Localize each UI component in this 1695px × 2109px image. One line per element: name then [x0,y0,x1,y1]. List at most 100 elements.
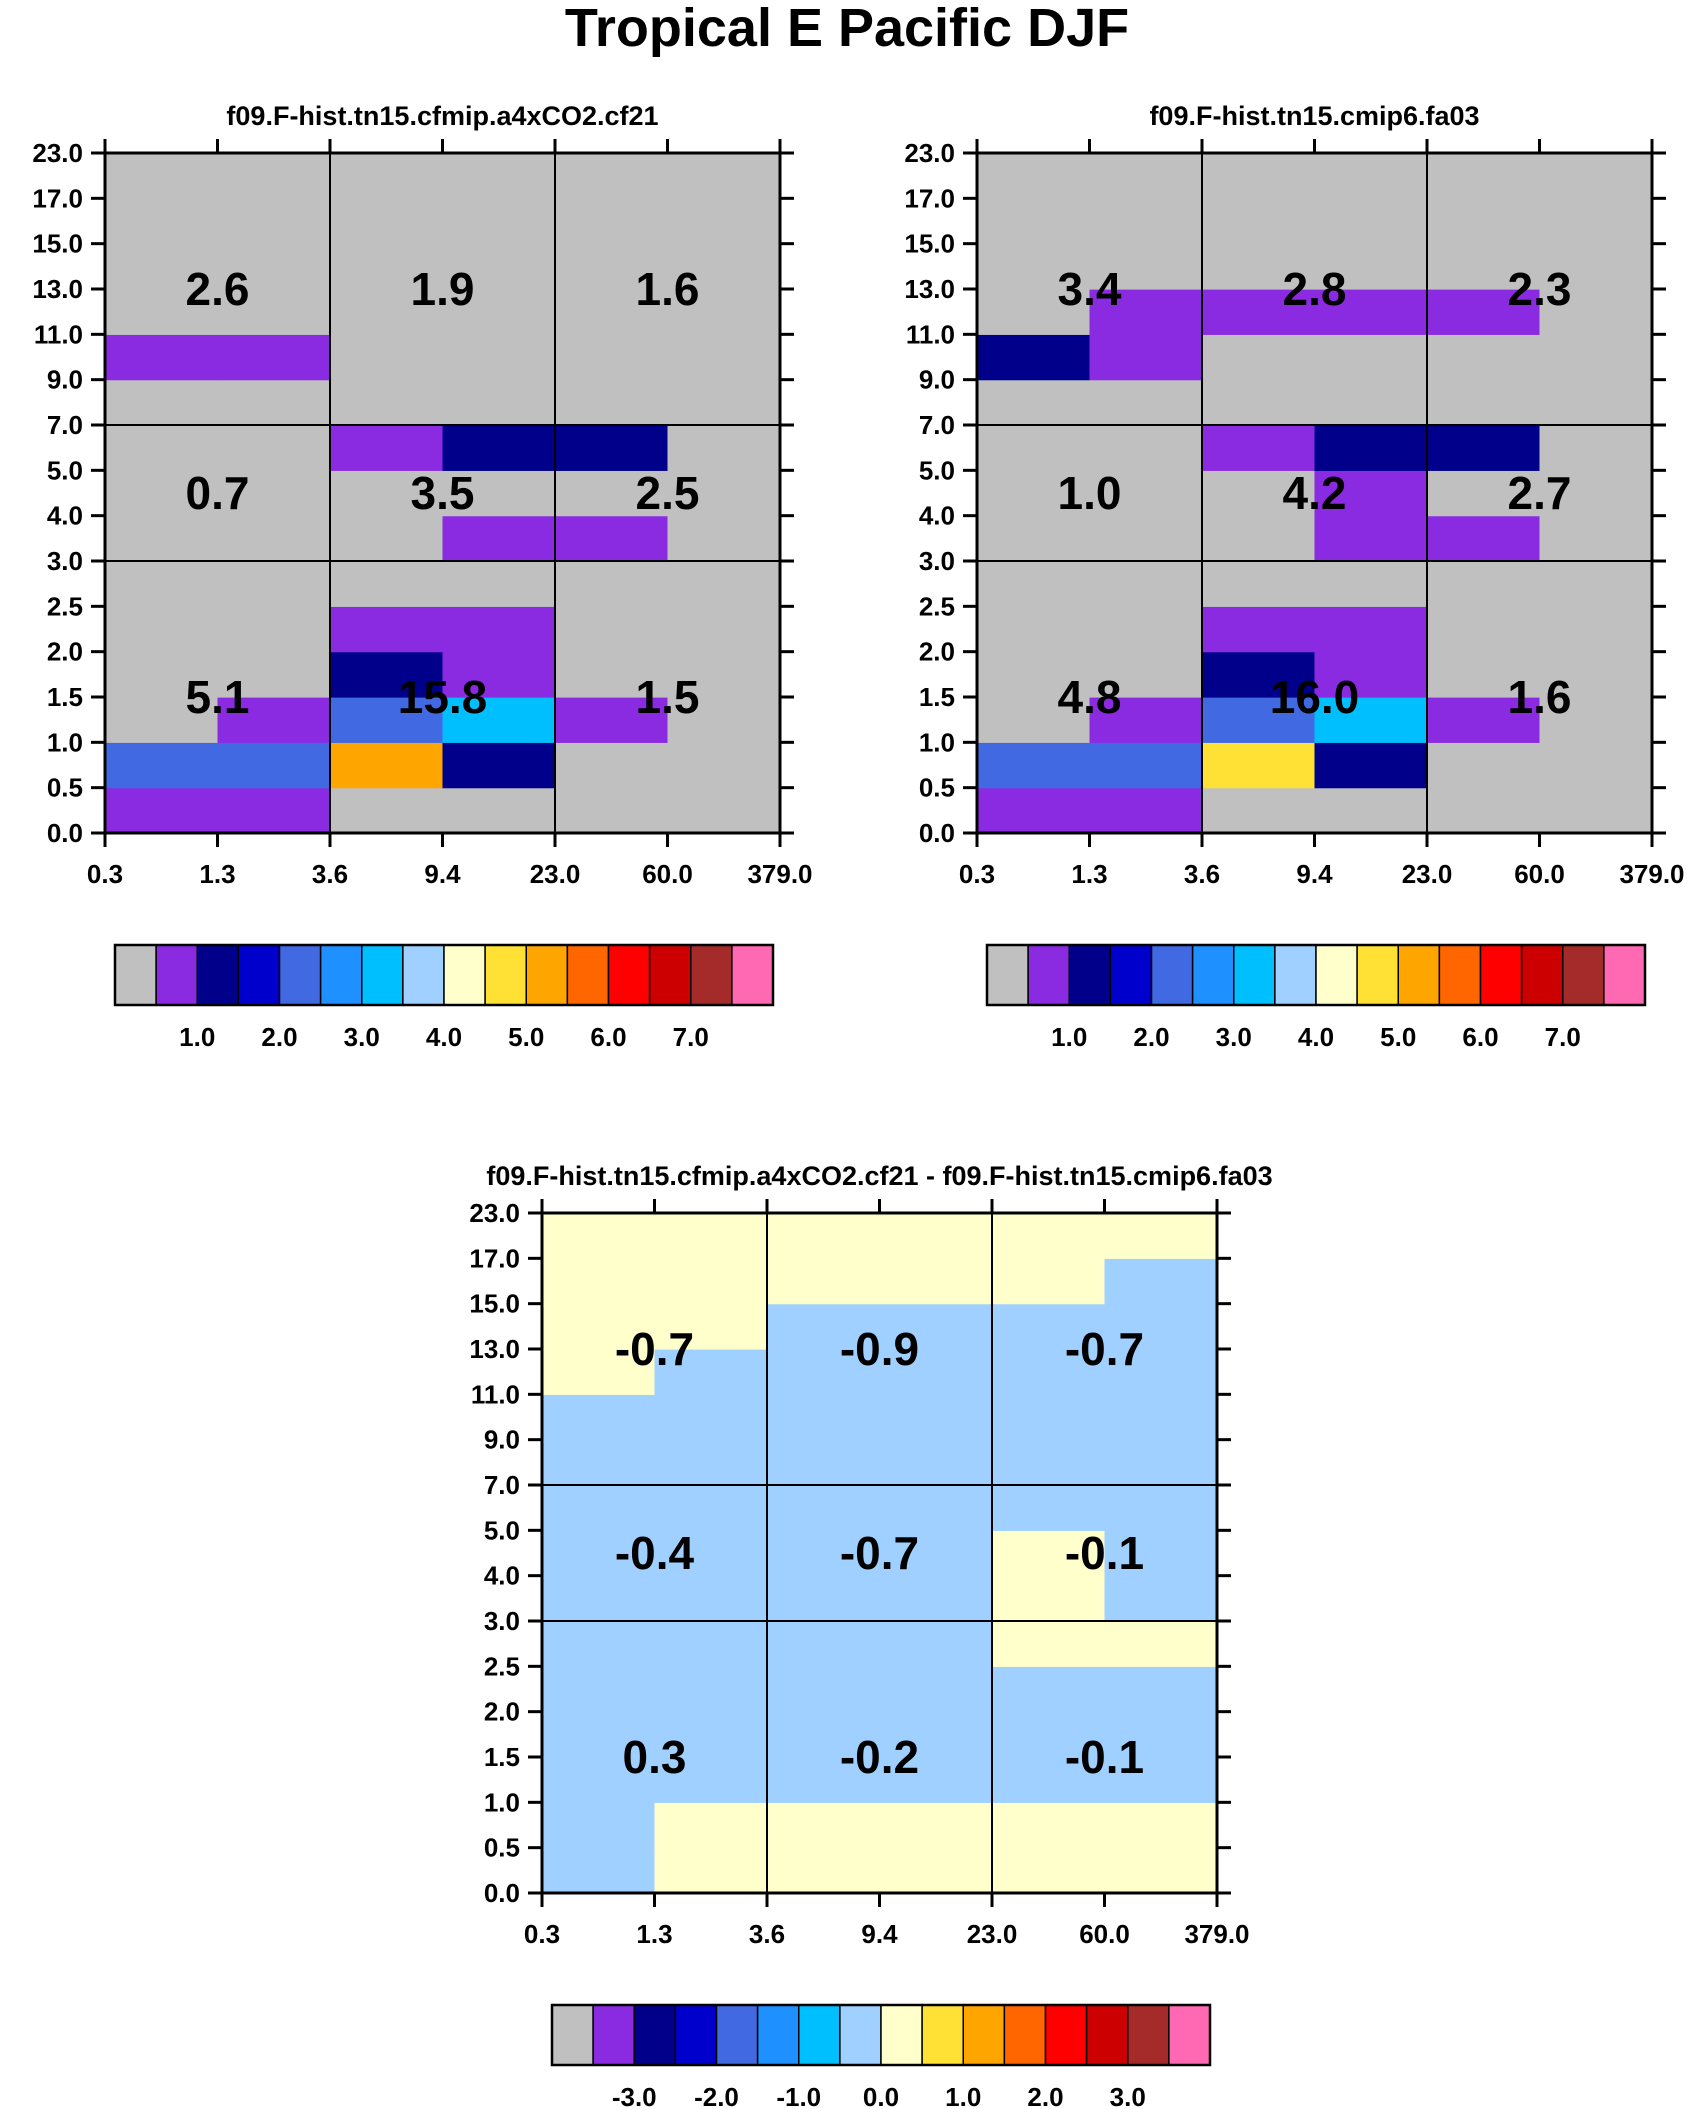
heatmap-cell [1539,379,1653,426]
heatmap-cell [1427,651,1541,698]
x-tick-label: 3.6 [312,859,348,889]
heatmap-cell [542,1757,656,1803]
heatmap-cell [1427,470,1541,517]
heatmap-cell [330,334,444,381]
x-tick-label: 3.6 [749,1919,785,1949]
heatmap-cell [879,1802,993,1849]
heatmap-cell [105,198,219,245]
heatmap-cell [1427,697,1541,743]
heatmap-cell [542,1213,656,1259]
heatmap-cell [879,1847,993,1894]
box-value-label: 15.8 [398,671,488,723]
heatmap-cell [1427,289,1541,335]
heatmap-cell [879,1711,993,1758]
colorbar-swatch [278,944,322,1006]
y-tick-label: 2.0 [484,1697,520,1727]
heatmap-cell [217,787,331,834]
heatmap-cell [542,1666,656,1713]
box-value-label: 1.0 [1058,467,1122,519]
heatmap-cell [217,651,331,698]
heatmap-cell [767,1847,881,1894]
y-tick-label: 4.0 [919,501,955,531]
heatmap-cell [1314,198,1428,245]
heatmap-cell [667,515,781,562]
y-tick-label: 11.0 [906,319,955,349]
heatmap-cell [879,1439,993,1486]
heatmap-cell [105,606,219,653]
heatmap-cell [1104,1666,1218,1713]
heatmap-cell [767,1757,881,1803]
heatmap-cell [1427,425,1541,471]
heatmap-cell [1104,1349,1218,1395]
heatmap-cell [1089,198,1203,245]
heatmap-cell [879,1349,993,1395]
x-tick-label: 1.3 [1071,859,1107,889]
heatmap-cell [1427,515,1541,562]
heatmap-cell [330,425,444,471]
heatmap-cell [1539,697,1653,743]
heatmap-cell [542,1575,656,1622]
heatmap-cell [1314,697,1428,743]
heatmap-cell [217,425,331,471]
heatmap-cell [1539,198,1653,245]
heatmap-cell [879,1530,993,1577]
heatmap-cell [217,243,331,290]
heatmap-cell [667,742,781,789]
heatmap-cell [442,651,556,698]
x-tick-label: 0.3 [959,859,995,889]
heatmap-cell [1202,606,1316,653]
heatmap-cell [1539,651,1653,698]
heatmap-cell [330,289,444,335]
x-tick-label: 1.3 [199,859,235,889]
heatmap-cell [879,1394,993,1441]
x-tick-label: 60.0 [1514,859,1565,889]
colorbar-swatch [402,944,445,1006]
heatmap-cell [1314,425,1428,471]
heatmap-cell [767,1711,881,1758]
heatmap-cell [105,515,219,562]
heatmap-cell [1539,334,1653,381]
heatmap-cell [442,742,556,789]
heatmap-cell [667,198,781,245]
y-tick-label: 7.0 [919,410,955,440]
colorbar-swatch [1397,944,1441,1006]
heatmap-cell [330,470,444,517]
heatmap-cell [542,1711,656,1758]
heatmap-cell [330,153,444,199]
y-tick-label: 1.5 [484,1742,520,1772]
heatmap-cell [1104,1394,1218,1441]
heatmap-cell [105,697,219,743]
box-value-label: 3.4 [1058,263,1122,315]
heatmap-cell [1104,1213,1218,1259]
y-tick-label: 5.0 [484,1515,520,1545]
heatmap-cell [330,606,444,653]
colorbar-label: 3.0 [1216,1022,1252,1052]
heatmap-cell [992,1802,1106,1849]
y-tick-label: 2.5 [484,1651,520,1681]
heatmap-cell [767,1485,881,1531]
colorbar-swatch [1562,944,1605,1006]
y-tick-label: 7.0 [484,1470,520,1500]
panels: f09.F-hist.tn15.cfmip.a4xCO2.cf21 0.3 1.3 3… [32,101,1684,2109]
heatmap-cell [555,561,669,607]
colorbar-swatch [986,944,1029,1006]
heatmap-cell [767,1530,881,1577]
heatmap-cell [442,561,556,607]
y-tick-label: 0.5 [919,773,955,803]
box-value-label: 2.7 [1508,467,1572,519]
x-tick-label: 23.0 [1402,859,1453,889]
colorbar-swatch [880,2004,923,2066]
heatmap-cell [767,1258,881,1305]
heatmap-cell [105,787,219,834]
heatmap-cell [442,787,556,834]
heatmap-cell [977,515,1091,562]
heatmap-cell [1089,515,1203,562]
colorbar-swatch [1274,944,1317,1006]
heatmap-cell [1089,334,1203,381]
x-tick-label: 60.0 [1079,1919,1130,1949]
colorbar-swatch [592,2004,635,2066]
y-tick-label: 0.5 [47,773,83,803]
heatmap-cell [977,243,1091,290]
heatmap-cell [667,289,781,335]
heatmap-cell [654,1802,768,1849]
